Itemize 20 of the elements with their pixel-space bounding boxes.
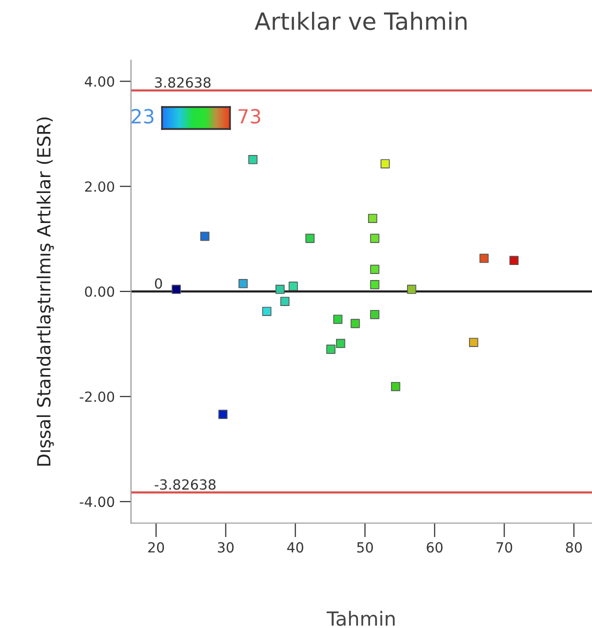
ref-line-label: 0: [154, 278, 162, 289]
x-tick-label: 70: [496, 542, 512, 553]
x-tick-label: 60: [426, 542, 443, 553]
ref-line-label: -3.82638: [154, 479, 216, 490]
y-tick-label: 0.00: [85, 286, 114, 297]
x-tick-label: 30: [218, 542, 234, 553]
x-tick-label: 80: [566, 542, 582, 553]
annotation: 73: [238, 108, 260, 124]
ref-line-label: 3.82638: [155, 77, 211, 88]
x-tick-label: 40: [287, 542, 304, 553]
y-axis-title: Dışsal Standartlaştırılmış Artıklar (ESR): [36, 118, 54, 466]
y-tick-label: -2.00: [80, 391, 114, 402]
x-tick-label: 50: [357, 542, 373, 553]
y-tick-label: 4.00: [84, 76, 114, 87]
y-tick-label: -4.00: [80, 496, 114, 508]
x-axis-title: Tahmin: [326, 610, 395, 626]
y-tick-label: 2.00: [85, 181, 114, 192]
annotation: 23: [132, 108, 154, 124]
chart-title: Artıklar ve Tahmin: [254, 12, 467, 30]
x-tick-label: 20: [148, 542, 164, 553]
